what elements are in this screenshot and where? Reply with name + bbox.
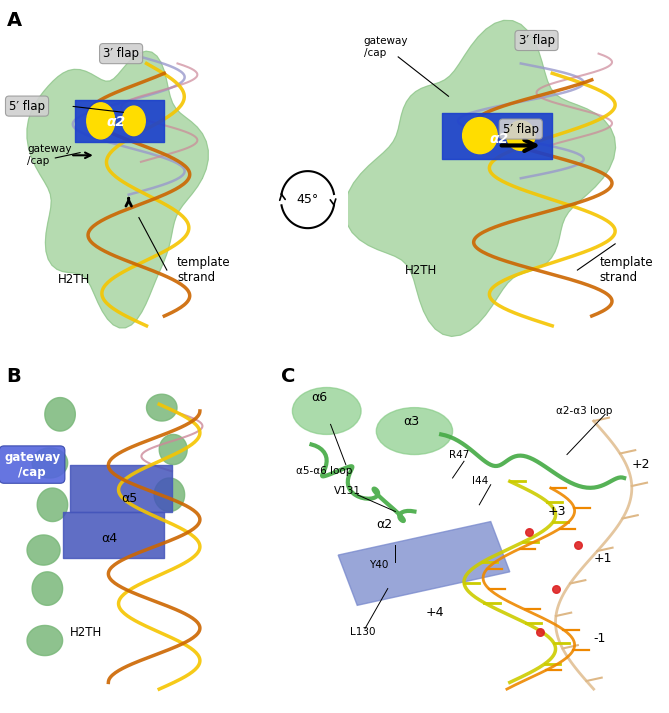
Text: +1: +1: [593, 552, 612, 565]
Polygon shape: [154, 478, 185, 511]
Text: 3′ flap: 3′ flap: [518, 34, 555, 47]
Text: α4: α4: [101, 532, 117, 545]
Polygon shape: [27, 535, 60, 565]
Polygon shape: [45, 398, 76, 431]
Polygon shape: [32, 448, 68, 478]
Text: +3: +3: [548, 505, 567, 518]
Text: α5: α5: [121, 491, 137, 505]
Point: [550, 583, 561, 595]
Circle shape: [506, 120, 535, 150]
Text: 5′ flap: 5′ flap: [9, 100, 45, 113]
Polygon shape: [338, 522, 510, 605]
Text: α2: α2: [106, 116, 126, 130]
Text: -1: -1: [593, 632, 606, 645]
Ellipse shape: [292, 388, 361, 434]
Polygon shape: [27, 625, 63, 655]
Text: α2: α2: [376, 518, 393, 531]
Text: H2TH: H2TH: [405, 264, 437, 277]
Text: C: C: [281, 367, 295, 386]
Text: R47: R47: [449, 449, 469, 460]
Polygon shape: [27, 51, 208, 328]
Polygon shape: [159, 434, 187, 465]
Polygon shape: [147, 394, 177, 421]
Text: gateway
/cap: gateway /cap: [27, 145, 72, 166]
Text: gateway
/cap: gateway /cap: [4, 451, 60, 478]
Text: H2TH: H2TH: [70, 625, 102, 639]
Text: 5′ flap: 5′ flap: [503, 123, 539, 135]
Ellipse shape: [376, 408, 452, 455]
Text: α3: α3: [403, 414, 419, 428]
Text: L130: L130: [350, 627, 375, 637]
Text: B: B: [7, 367, 21, 386]
Text: A: A: [7, 11, 22, 30]
Circle shape: [122, 106, 145, 135]
Text: Y40: Y40: [369, 560, 388, 570]
Point: [573, 539, 584, 550]
Polygon shape: [345, 21, 615, 337]
Circle shape: [87, 103, 115, 139]
Text: V131: V131: [334, 486, 361, 496]
Text: gateway
/cap: gateway /cap: [364, 36, 408, 58]
Circle shape: [463, 118, 497, 153]
Text: α6: α6: [312, 391, 328, 404]
Point: [535, 627, 546, 638]
Text: template
strand: template strand: [599, 256, 653, 284]
Polygon shape: [32, 572, 63, 605]
Text: +4: +4: [426, 605, 444, 619]
Text: 45°: 45°: [296, 193, 319, 206]
Polygon shape: [37, 488, 68, 521]
Text: α2-α3 loop: α2-α3 loop: [555, 406, 612, 416]
Text: template
strand: template strand: [177, 256, 231, 284]
Point: [523, 526, 534, 538]
Text: α5-α6 loop: α5-α6 loop: [296, 466, 353, 476]
Text: α2: α2: [489, 132, 508, 146]
Text: H2TH: H2TH: [58, 273, 90, 287]
Text: I44: I44: [472, 476, 488, 486]
Text: +2: +2: [632, 458, 650, 471]
Text: 3′ flap: 3′ flap: [103, 47, 139, 60]
